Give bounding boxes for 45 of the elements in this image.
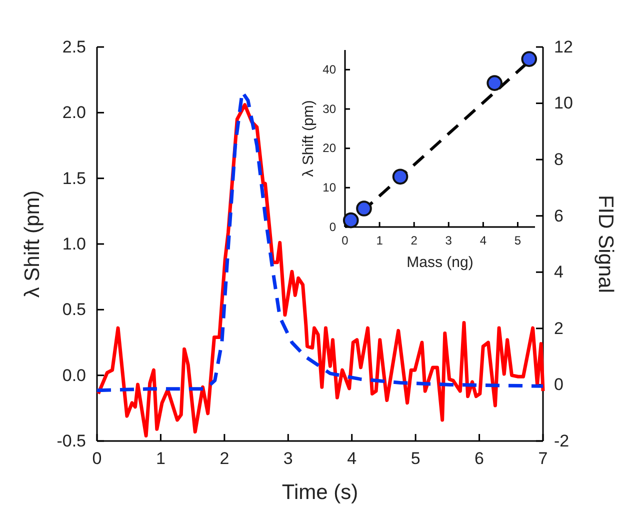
point (342, 212, 359, 228)
y-tick-label: 0 (329, 220, 336, 234)
y-axis-title: λ Shift (pm) (21, 190, 44, 298)
y-tick-label: 2.0 (62, 103, 86, 122)
y-tick-label: 1.5 (62, 168, 86, 188)
line-series (96, 103, 545, 438)
x-tick-label: 1 (376, 234, 384, 248)
y-tick-label: 0.5 (62, 300, 86, 320)
point (521, 51, 538, 67)
x-tick-label: 6 (474, 449, 484, 468)
y2-tick-label: -2 (554, 431, 570, 450)
y-tick-label: 30 (322, 102, 336, 116)
y-tick-label: 10 (322, 180, 336, 195)
y2-tick-label: 12 (554, 37, 573, 56)
y-tick-label: 2.5 (62, 37, 86, 56)
x-tick-label: 4 (347, 449, 357, 468)
x-tick-label: 2 (220, 449, 230, 468)
y2-tick-label: 0 (554, 375, 564, 394)
y2-tick-label: 8 (554, 150, 564, 170)
x-tick-label: 5 (514, 234, 522, 248)
y2-tick-label: 4 (554, 262, 564, 282)
point (356, 200, 372, 216)
y2-tick-label: 10 (554, 94, 573, 113)
y2-tick-label: 6 (554, 206, 564, 226)
x-tick-label: 5 (410, 449, 420, 468)
y-tick-label: 20 (322, 141, 336, 156)
x-tick-label: 0 (92, 449, 102, 468)
x-tick-label: 1 (156, 449, 166, 468)
x-tick-label: 4 (480, 234, 487, 248)
point (392, 168, 408, 185)
x-axis-title: Time (s) (282, 481, 358, 504)
x-tick-label: 0 (342, 234, 349, 248)
x-tick-label: 3 (445, 234, 452, 248)
x-tick-label: 3 (283, 449, 293, 468)
y-tick-label: 0.0 (62, 366, 86, 385)
x-tick-label: 2 (410, 234, 418, 248)
x-axis-title: Mass (ng) (406, 254, 474, 271)
y-axis-title: λ Shift (pm) (300, 100, 317, 177)
y-tick-label: 1.0 (62, 234, 86, 254)
y2-tick-label: 2 (554, 318, 564, 338)
point (486, 75, 502, 91)
y-tick-label: 40 (322, 62, 336, 77)
x-tick-label: 7 (538, 449, 548, 468)
y2-axis-title: FID Signal (594, 194, 617, 294)
y-tick-label: -0.5 (56, 431, 86, 450)
